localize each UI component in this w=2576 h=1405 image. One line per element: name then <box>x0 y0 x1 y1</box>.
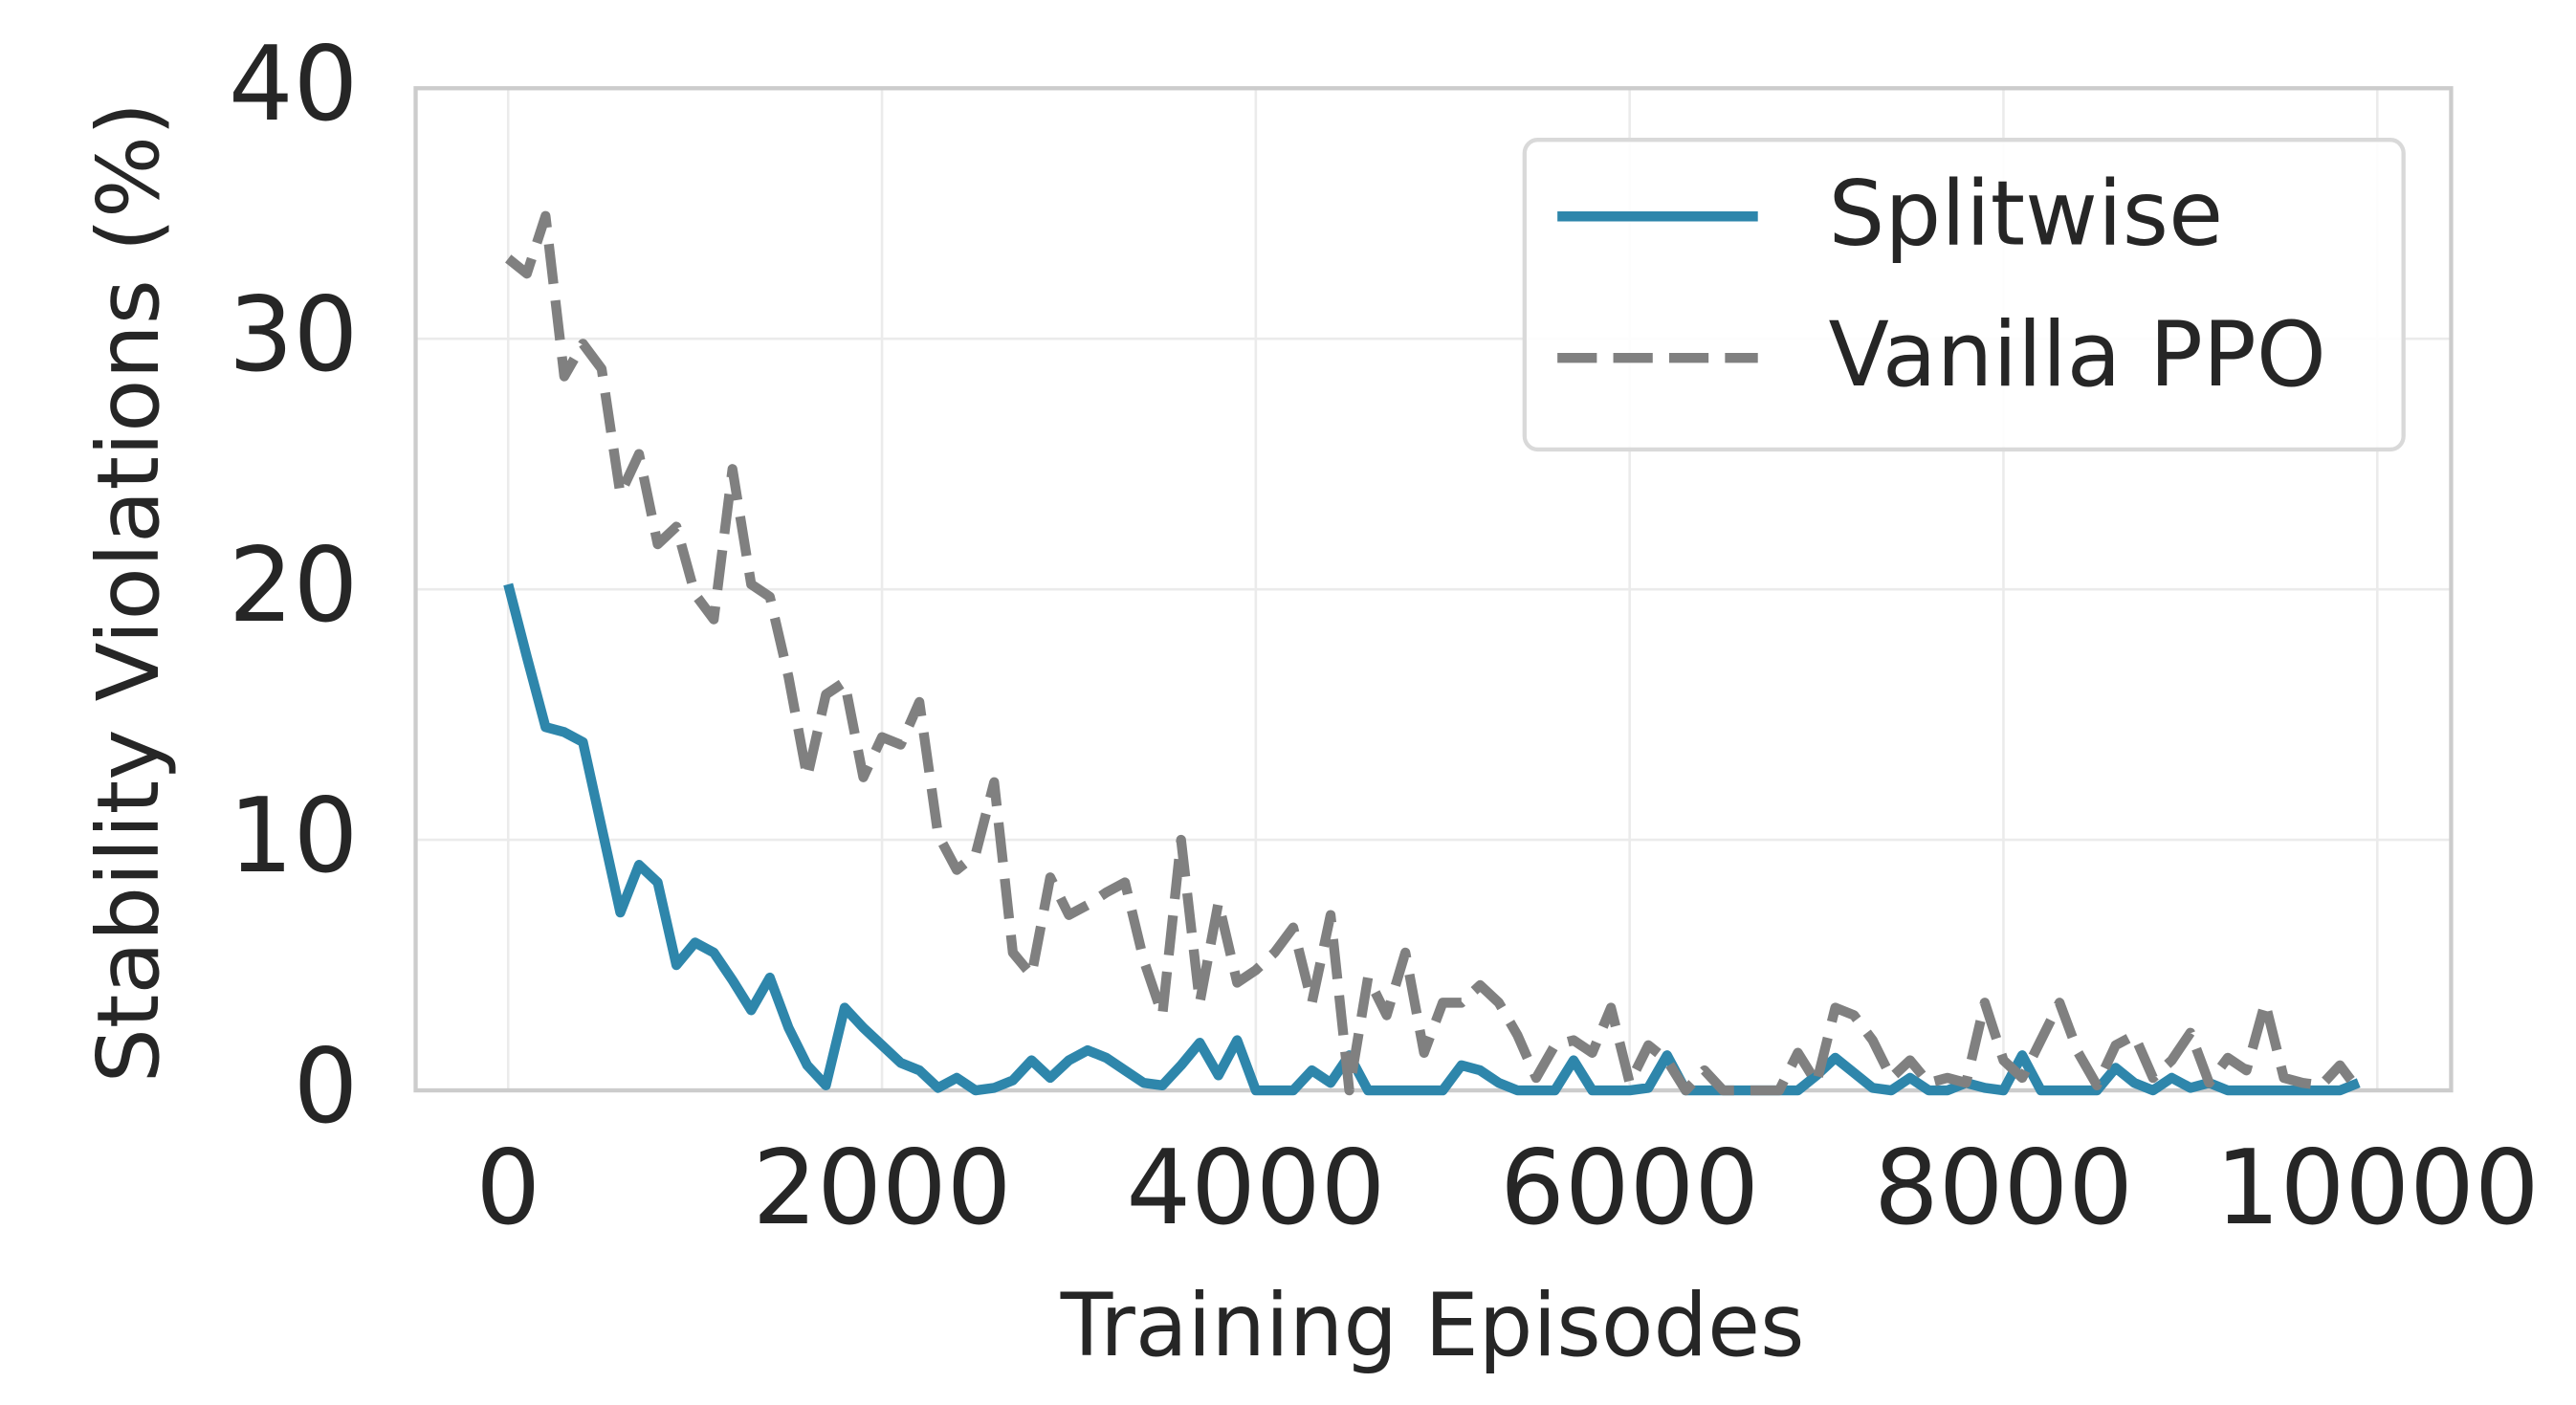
y-tick-label: 40 <box>229 25 358 145</box>
x-axis-label: Training Episodes <box>1060 1276 1805 1376</box>
x-tick-label: 2000 <box>753 1129 1012 1249</box>
data-line <box>503 582 2361 1096</box>
y-tick-label: 30 <box>229 275 358 396</box>
x-tick-label: 4000 <box>1126 1129 1385 1249</box>
y-tick-label: 20 <box>229 525 358 646</box>
legend-label: Vanilla PPO <box>1829 303 2326 408</box>
legend-label: Splitwise <box>1829 162 2224 267</box>
x-tick-label: 10000 <box>2215 1129 2540 1249</box>
y-tick-label: 10 <box>229 776 358 896</box>
x-tick-label: 8000 <box>1874 1129 2133 1249</box>
y-tick-label: 0 <box>294 1026 359 1147</box>
x-tick-label: 6000 <box>1500 1129 1759 1249</box>
x-tick-label: 0 <box>475 1129 540 1249</box>
y-axis-label: Stability Violations (%) <box>80 102 179 1084</box>
data-line <box>505 210 2363 1096</box>
